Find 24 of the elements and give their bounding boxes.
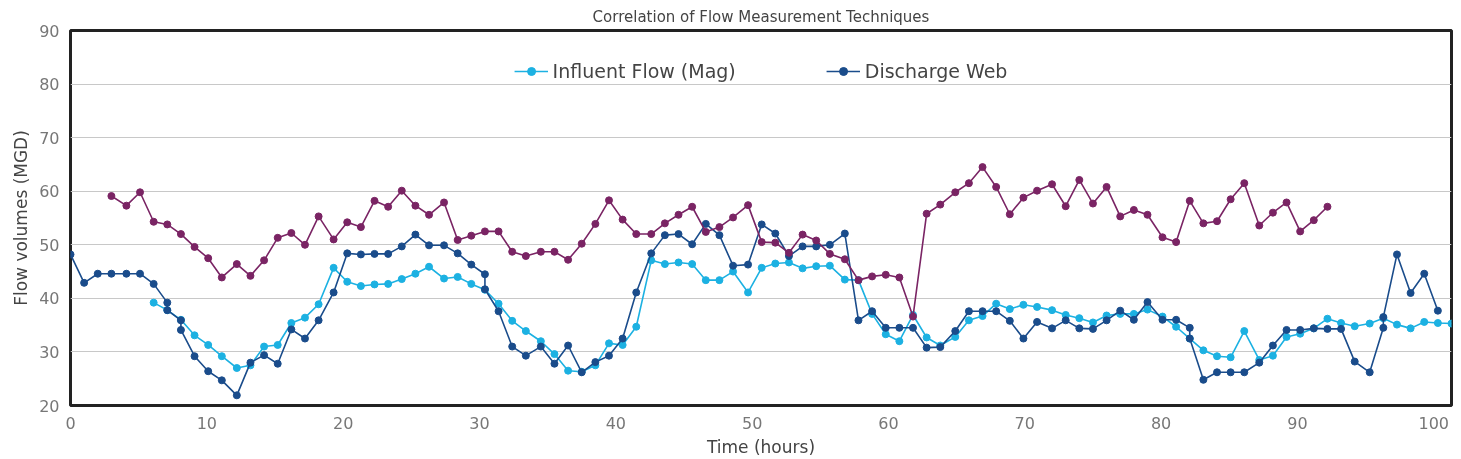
- x-tick-label: 40: [605, 413, 626, 433]
- x-tick-label: 60: [878, 413, 899, 433]
- x-axis-title: Time (hours): [705, 436, 816, 457]
- y-axis-title: Flow volumes (MGD): [11, 130, 32, 306]
- x-tick-label: 10: [196, 413, 218, 433]
- y-tick-label: 20: [39, 396, 60, 416]
- y-tick-label: 50: [39, 235, 60, 255]
- y-tick-label: 90: [39, 21, 60, 41]
- legend-label: Discharge Web: [864, 60, 1008, 82]
- y-tick-label: 60: [39, 182, 60, 202]
- x-tick-label: 80: [1150, 413, 1172, 433]
- x-tick-label: 30: [469, 413, 490, 433]
- x-tick-label: 0: [65, 413, 76, 433]
- y-tick-label: 40: [39, 289, 60, 309]
- x-tick-label: 100: [1418, 413, 1450, 433]
- chart-title: Correlation of Flow Measurement Techniques: [592, 7, 930, 26]
- y-tick-label: 30: [39, 342, 60, 362]
- x-tick-label: 20: [332, 413, 354, 433]
- y-tick-label: 80: [39, 75, 60, 95]
- legend-label: Influent Flow (Mag): [552, 60, 736, 82]
- x-tick-label: 90: [1287, 413, 1308, 433]
- y-tick-label: 70: [39, 128, 60, 148]
- x-tick-label: 50: [741, 413, 763, 433]
- x-tick-label: 70: [1014, 413, 1035, 433]
